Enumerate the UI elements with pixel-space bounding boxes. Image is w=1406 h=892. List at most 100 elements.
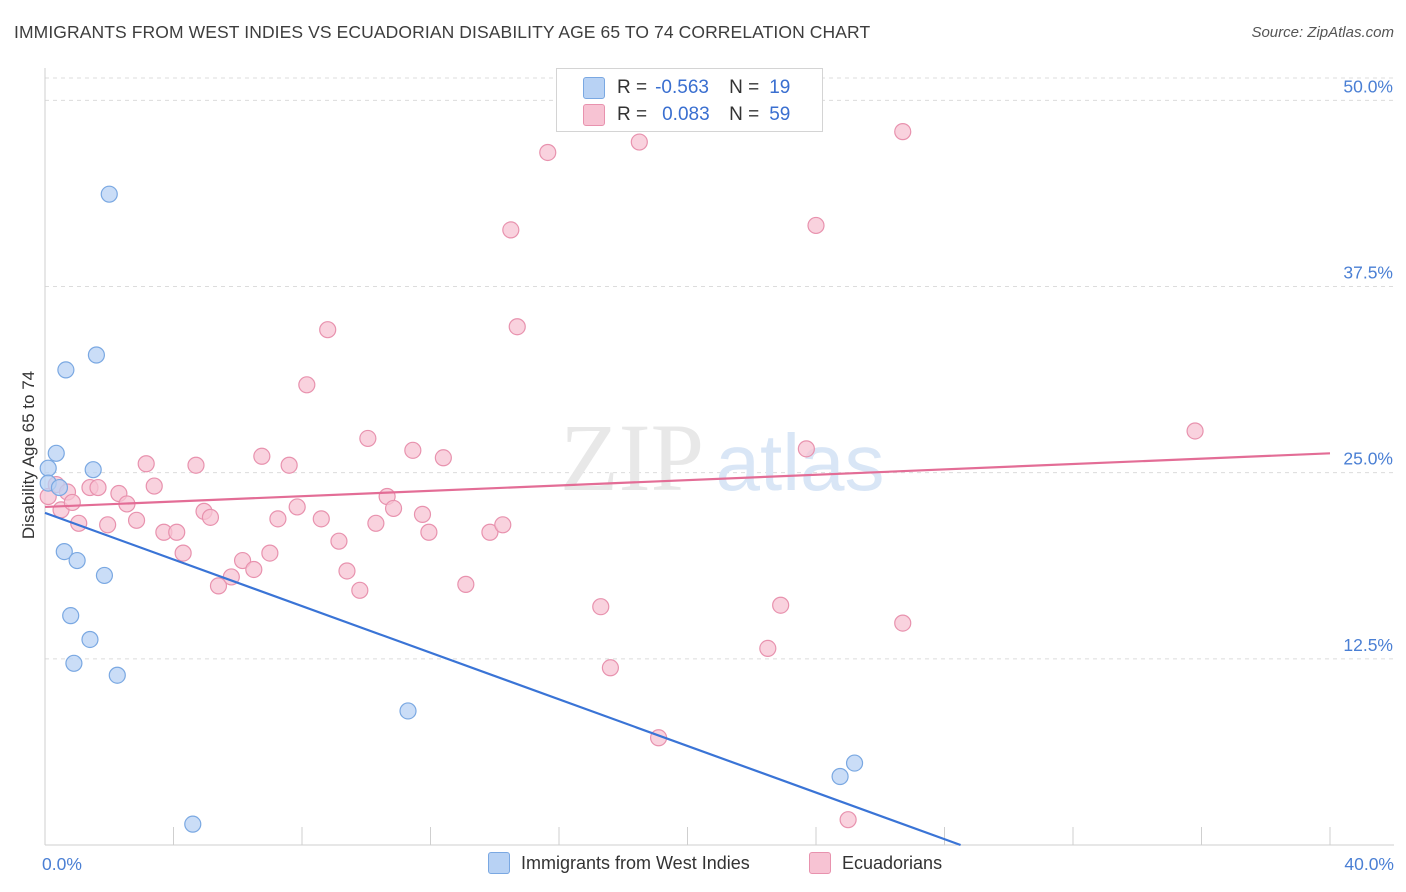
ecuadorians-point bbox=[233, 551, 252, 570]
r-value-ecuadorians: 0.083 bbox=[662, 104, 710, 125]
west-indies-point bbox=[87, 346, 106, 364]
west-indies-point bbox=[84, 461, 102, 479]
ecuadorians-point bbox=[367, 514, 385, 532]
west-indies-point bbox=[47, 444, 65, 462]
x-tick-label: 0.0% bbox=[42, 854, 82, 874]
west-indies-point bbox=[95, 566, 114, 585]
ecuadorians-point bbox=[630, 133, 648, 151]
west-indies-point bbox=[831, 767, 849, 786]
ecuadorians-point bbox=[894, 614, 912, 632]
west-indies-point bbox=[100, 185, 118, 203]
ecuadorians-point bbox=[127, 511, 146, 529]
legend-item-west-indies[interactable]: Immigrants from West Indies bbox=[488, 852, 750, 874]
ecuadorians-point bbox=[351, 581, 369, 599]
ecuadorians-point bbox=[338, 562, 356, 580]
ecuadorians-point bbox=[269, 510, 287, 528]
ecuadorians-point bbox=[187, 456, 205, 474]
x-tick-label: 40.0% bbox=[1344, 854, 1394, 874]
west-indies-point bbox=[399, 702, 417, 720]
ecuadorians-point bbox=[592, 598, 610, 616]
ecuadorians-point bbox=[772, 596, 790, 614]
n-value-west-indies: 19 bbox=[769, 77, 791, 98]
ecuadorians-point bbox=[298, 376, 316, 394]
n-label: N = bbox=[729, 104, 760, 125]
ecuadorians-point bbox=[63, 493, 81, 512]
west-indies-point bbox=[184, 815, 202, 833]
ecuadorians-point bbox=[502, 221, 520, 239]
ecuadorians-point bbox=[209, 577, 228, 595]
y-tick-label: 25.0% bbox=[1343, 449, 1393, 469]
west-indies-point bbox=[108, 666, 126, 684]
ecuadorians-point bbox=[288, 498, 306, 516]
ecuadorians-point bbox=[319, 321, 337, 339]
ecuadorians-point bbox=[253, 447, 271, 465]
tick-labels: 12.5% 25.0% 37.5% 50.0% 0.0% 40.0% bbox=[42, 76, 1394, 874]
pink-swatch-icon bbox=[583, 104, 605, 126]
legend-item-ecuadorians[interactable]: Ecuadorians bbox=[809, 852, 942, 874]
ecuadorians-point bbox=[312, 510, 330, 528]
stats-row-west-indies: R = -0.563 N = 19 bbox=[583, 77, 790, 99]
y-axis-label: Disability Age 65 to 74 bbox=[19, 371, 38, 539]
ecuadorians-point bbox=[457, 575, 475, 593]
r-label: R = bbox=[617, 104, 648, 125]
ecuadorians-point bbox=[201, 508, 220, 526]
ecuadorians-point bbox=[404, 441, 422, 459]
ecuadorians-point bbox=[494, 516, 512, 534]
ecuadorians-point bbox=[359, 429, 377, 448]
ecuadorians-point bbox=[174, 544, 192, 562]
ecuadorians-point bbox=[539, 143, 557, 162]
stats-row-ecuadorians: R = 0.083 N = 59 bbox=[583, 104, 790, 126]
watermark-zip: ZIP bbox=[560, 404, 704, 511]
source-label: Source: ZipAtlas.com bbox=[1251, 24, 1394, 41]
chart-title: IMMIGRANTS FROM WEST INDIES VS ECUADORIA… bbox=[14, 22, 871, 42]
ecuadorians-point bbox=[245, 560, 263, 579]
legend-label-west-indies: Immigrants from West Indies bbox=[521, 852, 750, 873]
ecuadorians-point bbox=[759, 639, 777, 658]
blue-swatch-icon bbox=[583, 77, 605, 99]
west-indies-point bbox=[50, 478, 69, 497]
west-indies-points bbox=[39, 185, 864, 833]
trend-lines bbox=[44, 452, 1331, 847]
west-indies-point bbox=[62, 607, 80, 625]
west-indies-point bbox=[57, 361, 75, 379]
ecuadorians-point bbox=[168, 523, 186, 541]
ecuadorians-point bbox=[1186, 422, 1204, 440]
y-tick-label: 37.5% bbox=[1343, 263, 1393, 283]
stats-box: R = -0.563 N = 19 R = 0.083 N = 59 bbox=[556, 68, 823, 132]
ecuadorians-point bbox=[797, 440, 815, 458]
west-indies-trend-line bbox=[44, 511, 961, 847]
blue-swatch-icon bbox=[488, 852, 510, 874]
ecuadorians-point bbox=[434, 449, 452, 467]
n-value-ecuadorians: 59 bbox=[769, 104, 791, 125]
ecuadorians-point bbox=[894, 123, 912, 141]
ecuadorians-point bbox=[99, 516, 117, 534]
ecuadorians-trend-line bbox=[44, 452, 1331, 509]
west-indies-point bbox=[65, 654, 83, 672]
ecuadorians-point bbox=[413, 505, 432, 523]
pink-swatch-icon bbox=[809, 852, 831, 874]
ecuadorians-point bbox=[330, 532, 348, 550]
legend-label-ecuadorians: Ecuadorians bbox=[842, 852, 943, 873]
r-label: R = bbox=[617, 77, 648, 98]
ecuadorians-point bbox=[601, 659, 620, 677]
ecuadorians-point bbox=[807, 216, 825, 235]
axes bbox=[44, 68, 1394, 846]
n-label: N = bbox=[729, 77, 760, 98]
ecuadorians-point bbox=[261, 544, 279, 562]
r-value-west-indies: -0.563 bbox=[655, 77, 709, 98]
ecuadorians-point bbox=[89, 478, 107, 497]
y-tick-label: 50.0% bbox=[1343, 76, 1393, 96]
y-tick-label: 12.5% bbox=[1343, 635, 1393, 655]
west-indies-point bbox=[55, 543, 73, 561]
ecuadorians-point bbox=[508, 318, 526, 336]
west-indies-point bbox=[81, 630, 99, 649]
ecuadorians-point bbox=[420, 523, 438, 541]
west-indies-point bbox=[845, 754, 864, 772]
ecuadorians-point bbox=[137, 455, 155, 473]
ecuadorians-point bbox=[481, 523, 499, 541]
ecuadorians-point bbox=[280, 456, 298, 474]
ecuadorians-point bbox=[145, 477, 163, 495]
ecuadorians-point bbox=[839, 811, 857, 829]
west-indies-point bbox=[39, 459, 57, 477]
